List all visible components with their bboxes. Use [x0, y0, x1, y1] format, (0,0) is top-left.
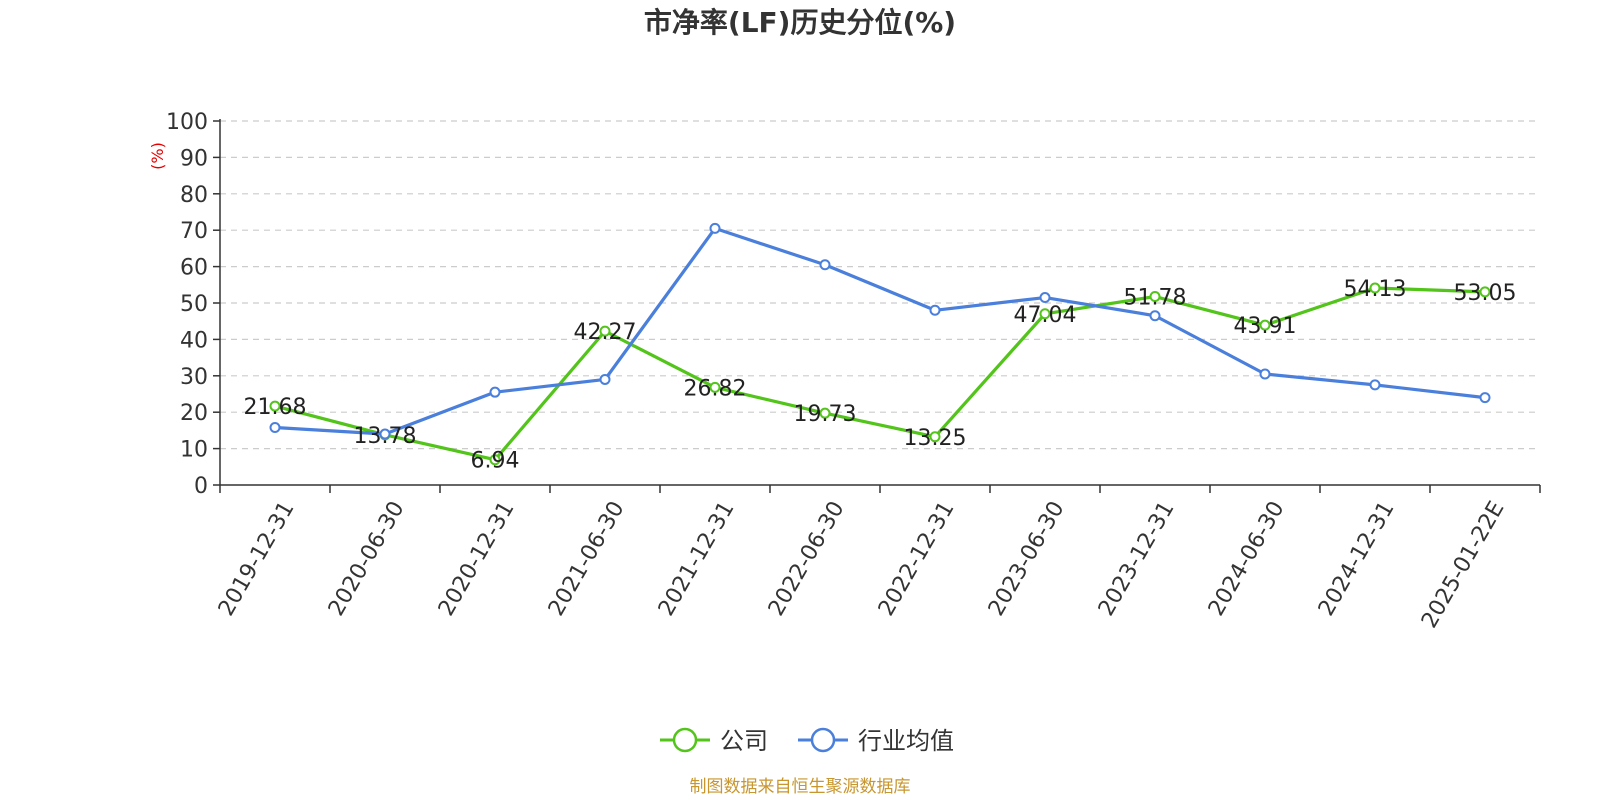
data-point [599, 325, 611, 337]
y-tick-label: 40 [180, 328, 208, 353]
x-tick-label: 2019-12-31 [214, 497, 300, 620]
y-tick-label: 30 [180, 365, 208, 390]
data-point [1479, 286, 1491, 298]
series-line-1 [274, 226, 1486, 436]
y-tick-labels: 0 10 20 30 40 50 60 70 80 90 100 [166, 110, 208, 499]
data-point [929, 431, 941, 443]
data-label: 42.27 [574, 320, 637, 345]
data-point [709, 381, 721, 393]
data-point [489, 454, 501, 466]
data-point [1039, 292, 1051, 304]
x-tick-label: 2023-06-30 [984, 497, 1070, 620]
y-tick-label: 90 [180, 146, 208, 171]
data-point [1259, 319, 1271, 331]
data-labels: 21.68 13.78 6.94 42.27 26.82 19.73 13.25 47.04 5… [244, 277, 1517, 474]
legend-marker [810, 727, 836, 753]
data-label: 21.68 [244, 395, 307, 420]
x-tick-label: 2025-01-22E [1417, 497, 1510, 632]
data-point [489, 386, 501, 398]
y-tick-label: 20 [180, 401, 208, 426]
y-tick-label: 50 [180, 292, 208, 317]
x-tick-label: 2020-06-30 [324, 497, 410, 620]
data-point [819, 259, 831, 271]
data-label: 19.73 [794, 402, 857, 427]
data-point [379, 428, 391, 440]
x-tick-label: 2024-06-30 [1204, 497, 1290, 620]
x-tick-label: 2022-12-31 [874, 497, 960, 620]
y-tick-label: 100 [166, 110, 208, 135]
y-tick-label: 70 [180, 219, 208, 244]
data-point [1479, 392, 1491, 404]
data-point [1369, 379, 1381, 391]
data-point [709, 222, 721, 234]
data-label: 43.91 [1234, 314, 1297, 339]
y-tick-label: 60 [180, 256, 208, 281]
x-tick-label: 2022-06-30 [764, 497, 850, 620]
data-label: 47.04 [1014, 303, 1077, 328]
legend-marker [672, 727, 698, 753]
axes [213, 119, 1541, 493]
data-point [1149, 291, 1161, 303]
x-tick-label: 2020-12-31 [434, 497, 520, 620]
data-label: 51.78 [1124, 286, 1187, 311]
x-tick-labels: 2019-12-31 2020-06-30 2020-12-31 2021-06-30… [214, 497, 1510, 632]
x-tick-label: 2023-12-31 [1094, 497, 1180, 620]
legend: 公司 行业均值 [660, 727, 954, 755]
data-point [1259, 368, 1271, 380]
series-layer [269, 222, 1491, 466]
data-label: 54.13 [1344, 277, 1407, 302]
x-tick-label: 2024-12-31 [1314, 497, 1400, 620]
data-point [1149, 310, 1161, 322]
chart-title: 市净率(LF)历史分位(%) [644, 6, 956, 39]
legend-label: 公司 [720, 727, 768, 755]
data-point [599, 373, 611, 385]
x-tick-label: 2021-06-30 [544, 497, 630, 620]
data-label: 13.25 [904, 426, 967, 451]
data-point [269, 421, 281, 433]
data-point [1039, 308, 1051, 320]
legend-item: 行业均值 [798, 727, 954, 755]
data-label: 13.78 [354, 424, 417, 449]
series-line-0 [274, 286, 1486, 462]
data-point [1369, 282, 1381, 294]
data-label: 6.94 [471, 449, 520, 474]
y-tick-label: 80 [180, 183, 208, 208]
source-note: 制图数据来自恒生聚源数据库 [690, 777, 911, 797]
y-tick-label: 0 [194, 474, 208, 499]
data-point [269, 400, 281, 412]
data-point [929, 304, 941, 316]
x-tick-label: 2021-12-31 [654, 497, 740, 620]
grid-lines [220, 120, 1540, 450]
data-label: 26.82 [684, 376, 747, 401]
data-label: 53.05 [1454, 281, 1517, 306]
data-point [819, 407, 831, 419]
legend-label: 行业均值 [858, 727, 954, 755]
y-tick-label: 10 [180, 438, 208, 463]
legend-item: 公司 [660, 727, 768, 755]
y-axis-unit: (%) [148, 142, 167, 170]
